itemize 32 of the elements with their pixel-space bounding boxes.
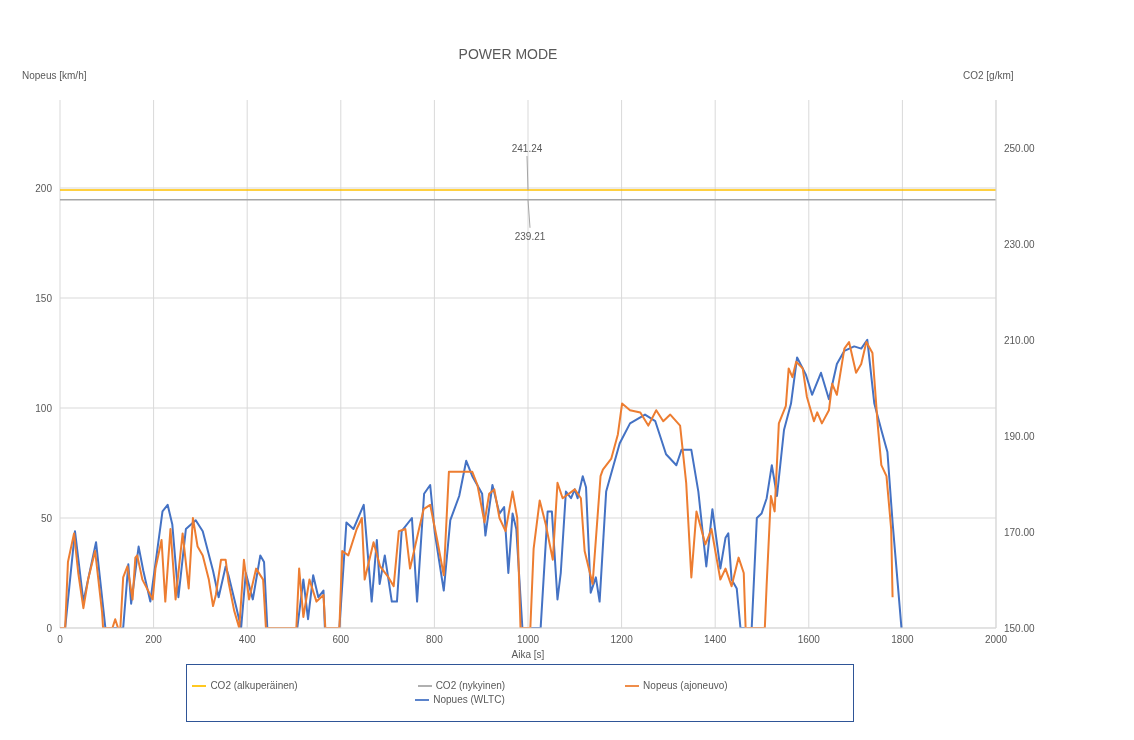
x-tick-label: 1800: [891, 634, 914, 646]
y2-axis-title: CO2 [g/km]: [963, 70, 1014, 81]
x-axis-title: Aika [s]: [511, 649, 545, 660]
x-tick-label: 1600: [797, 634, 821, 646]
data-label: 241.24: [511, 143, 543, 155]
x-tick-label: 600: [332, 634, 350, 646]
x-tick-label: 1400: [704, 634, 727, 646]
y2-tick-label: 210.00: [1004, 334, 1036, 346]
x-tick-label: 1200: [610, 634, 634, 646]
legend-label: Nopues (WLTC): [433, 693, 505, 705]
legend-label: CO2 (nykyinen): [435, 679, 506, 691]
y2-tick-label: 170.00: [1004, 526, 1036, 538]
x-tick-label: 0: [57, 634, 64, 646]
y-tick-label: 0: [46, 622, 53, 634]
x-tick-label: 1000: [516, 634, 540, 646]
legend-label: Nopeus (ajoneuvo): [643, 679, 728, 691]
x-tick-label: 200: [145, 634, 163, 646]
y-axis-title: Nopeus [km/h]: [22, 70, 87, 81]
y2-tick-label: 250.00: [1004, 142, 1036, 154]
y-tick-label: 100: [35, 402, 53, 414]
x-tick-label: 400: [238, 634, 256, 646]
y-tick-label: 50: [40, 512, 53, 524]
legend-label: CO2 (alkuperäinen): [210, 679, 298, 691]
data-label: 239.21: [514, 230, 546, 242]
x-tick-label: 2000: [984, 634, 1008, 646]
chart-title: POWER MODE: [457, 46, 559, 62]
y2-tick-label: 150.00: [1004, 622, 1036, 634]
y-tick-label: 200: [35, 182, 53, 194]
x-tick-label: 800: [426, 634, 444, 646]
y-tick-label: 150: [35, 292, 53, 304]
y2-tick-label: 230.00: [1004, 238, 1036, 250]
y2-tick-label: 190.00: [1004, 430, 1036, 442]
